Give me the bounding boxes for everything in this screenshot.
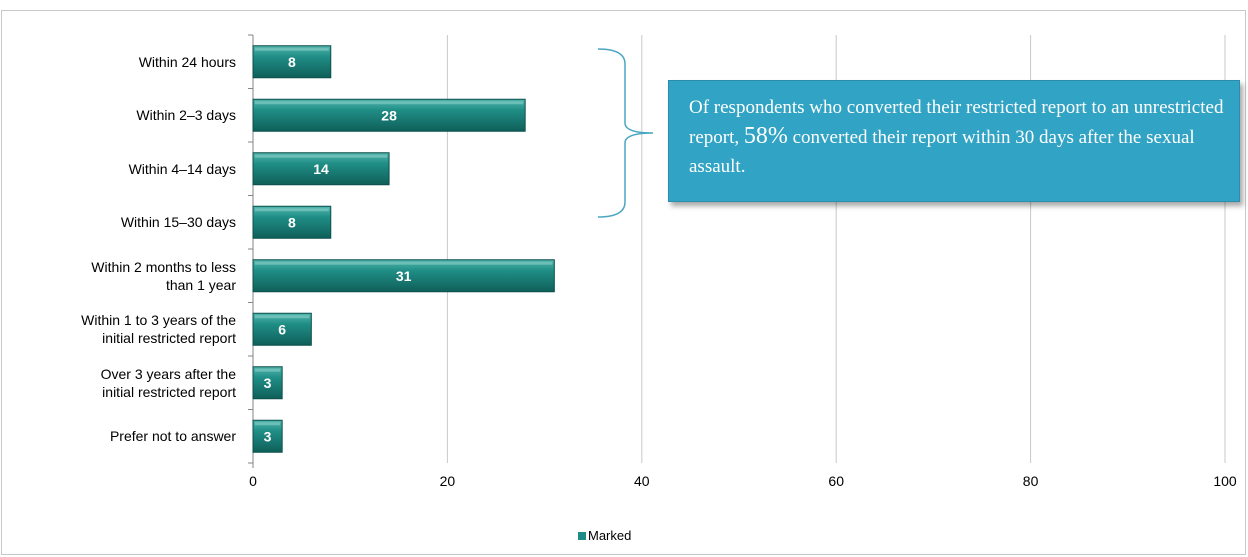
bar-value-label-5: 6 [278, 321, 286, 337]
bar-highlight-0 [255, 47, 329, 51]
bar-2 [252, 152, 390, 186]
bar-value-label-0: 8 [288, 54, 296, 70]
x-tick-label-40: 40 [634, 473, 650, 489]
annotation-callout: Of respondents who converted their restr… [668, 80, 1240, 202]
x-tick-label-100: 100 [1213, 473, 1237, 489]
category-label-3: Within 15–30 days [120, 214, 236, 231]
category-label-0: Within 24 hours [138, 53, 236, 70]
category-label-6: Over 3 years after the initial restricted… [100, 365, 236, 400]
bar-value-label-1: 28 [381, 107, 397, 123]
bar-7 [252, 419, 283, 453]
bar-4 [252, 259, 555, 293]
bar-highlight-7 [255, 422, 281, 426]
category-label-4: Within 2 months to less than 1 year [91, 258, 236, 293]
x-tick-label-0: 0 [249, 473, 257, 489]
bar-value-label-3: 8 [288, 214, 296, 230]
bar-value-label-7: 3 [264, 428, 272, 444]
annotation-text-after: converted their report within 30 days af… [689, 127, 1195, 177]
chart-frame [1, 10, 1246, 555]
bar-3 [252, 205, 332, 239]
x-tick-label-20: 20 [440, 473, 456, 489]
bar-0 [252, 45, 332, 79]
category-label-1: Within 2–3 days [136, 107, 236, 124]
annotation-bracket [597, 48, 654, 218]
x-tick-label-60: 60 [828, 473, 844, 489]
legend-swatch [578, 531, 586, 540]
bar-6 [252, 366, 283, 400]
annotation-text-before: Of respondents who converted their restr… [689, 97, 1224, 148]
x-tick-label-80: 80 [1023, 473, 1039, 489]
bar-5 [252, 312, 312, 346]
bar-1 [252, 98, 526, 132]
legend: Marked [578, 528, 631, 543]
annotation-highlight: 58% [743, 123, 788, 149]
category-label-5: Within 1 to 3 years of the initial restri… [81, 312, 236, 347]
legend-label: Marked [588, 528, 632, 543]
bar-value-label-6: 3 [264, 375, 272, 391]
bar-highlight-1 [255, 101, 524, 105]
bar-highlight-5 [255, 315, 310, 319]
category-label-2: Within 4–14 days [128, 160, 236, 177]
bar-value-label-2: 14 [313, 161, 329, 177]
category-label-7: Prefer not to answer [109, 428, 236, 445]
bar-highlight-4 [255, 261, 553, 265]
bar-highlight-6 [255, 368, 281, 372]
bar-highlight-3 [255, 208, 329, 212]
bar-value-label-4: 31 [396, 268, 412, 284]
bar-highlight-2 [255, 154, 388, 158]
